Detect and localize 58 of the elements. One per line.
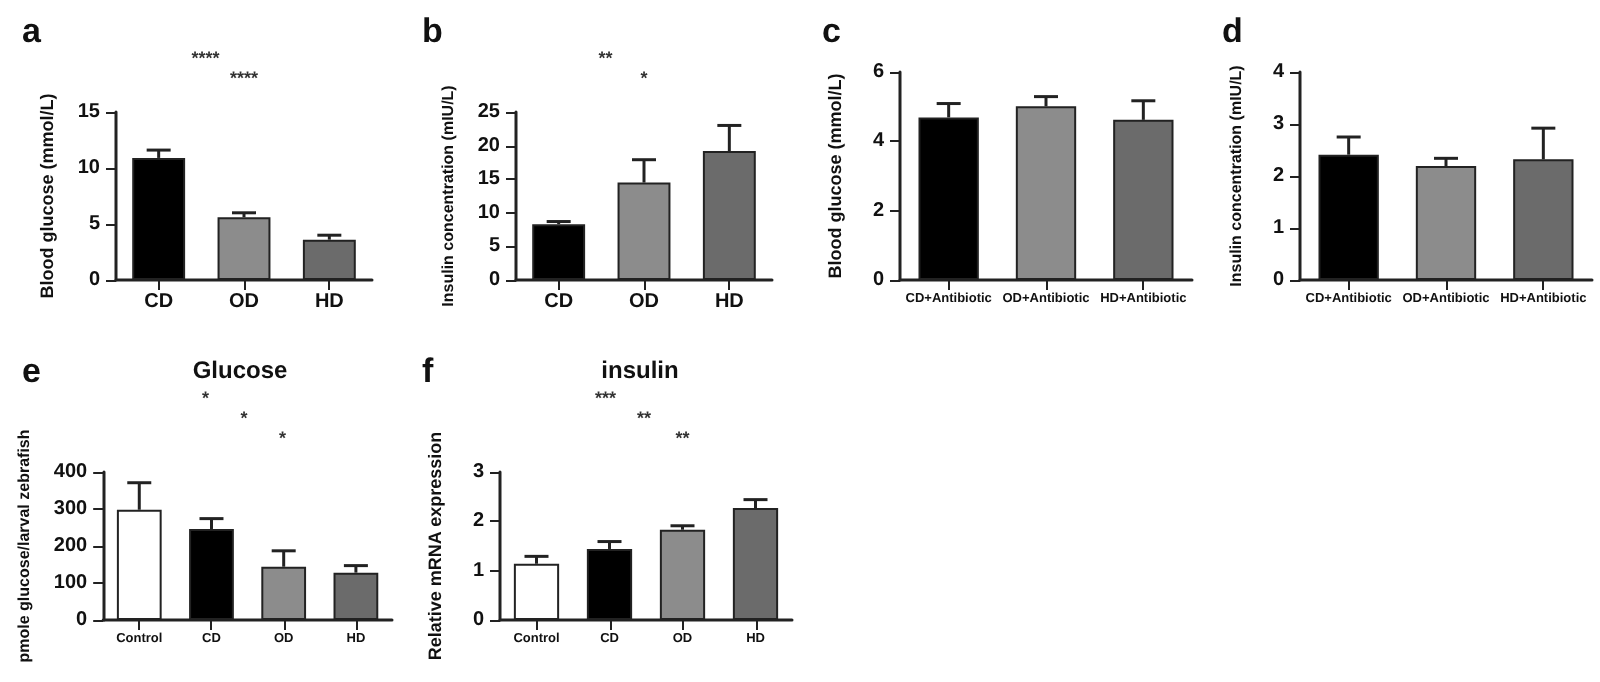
y-axis-title: Blood glucose (mmol/L) [825, 73, 845, 279]
y-tick-label: 3 [472, 461, 485, 483]
y-tick-label: 100 [53, 572, 89, 594]
y-tick-label: 400 [53, 461, 89, 483]
y-tick-label: 6 [872, 61, 885, 83]
text: ** [636, 408, 652, 428]
y-tick-label: 5 [88, 213, 101, 235]
y-axis-title: Insulin concentration (mIU/L) [1227, 64, 1245, 287]
text: * [278, 428, 287, 448]
y-tick-label: 20 [477, 134, 501, 157]
text: * [202, 388, 211, 408]
y-axis-title: pmole glucose/larval zebrafish [15, 429, 33, 663]
y-axis-title: Insulin concentration (mIU/L) [438, 84, 457, 307]
y-tick-label: 5 [488, 235, 501, 258]
chart-subtitle: insulin [601, 356, 679, 384]
chart-title: b [422, 12, 443, 50]
y-tick-label: 200 [53, 535, 89, 557]
y-tick-label: 10 [77, 157, 101, 179]
y-tick-label: 0 [76, 609, 89, 631]
x-tick-label: HD [314, 291, 344, 313]
chart-title: e [22, 352, 41, 390]
y-tick-label: 2 [472, 510, 485, 533]
y-tick-label: 25 [477, 101, 501, 123]
y-tick-label: 0 [488, 269, 501, 291]
y-tick-label: 15 [77, 101, 101, 123]
y-tick-label: 3 [1272, 113, 1285, 135]
text: * [240, 408, 249, 428]
chart-title: a [22, 12, 42, 50]
chart-title: c [822, 12, 841, 50]
y-tick-label: 300 [53, 498, 89, 520]
chart-title: d [1222, 12, 1243, 50]
y-axis-title: Blood glucose (mmol/L) [36, 93, 57, 299]
y-tick-label: 0 [872, 269, 885, 291]
y-tick-label: 15 [477, 168, 501, 191]
y-tick-label: 0 [88, 269, 101, 291]
y-tick-label: 4 [872, 130, 885, 153]
y-tick-label: 10 [477, 201, 501, 224]
y-tick-label: 2 [872, 199, 885, 222]
y-axis-title: Relative mRNA expression [425, 431, 445, 661]
chart-title: f [422, 352, 434, 390]
x-tick-label: CD [144, 291, 174, 313]
text: **** [229, 68, 259, 88]
text: **** [191, 48, 221, 68]
y-tick-label: 4 [1272, 61, 1285, 83]
y-tick-label: 0 [1272, 269, 1285, 291]
y-tick-label: 0 [472, 609, 485, 631]
text: ** [598, 48, 614, 68]
chart-subtitle: Glucose [192, 356, 288, 384]
x-tick-label: OD [229, 291, 259, 313]
y-tick-label: 1 [1272, 217, 1285, 239]
text: *** [595, 388, 618, 408]
x-tick-label: CD [544, 291, 574, 313]
y-tick-label: 2 [1272, 165, 1285, 187]
y-tick-label: 1 [472, 559, 485, 582]
x-tick-label: HD [714, 291, 744, 313]
text: ** [675, 428, 691, 448]
text: * [640, 68, 649, 88]
x-tick-label: OD [629, 291, 659, 313]
